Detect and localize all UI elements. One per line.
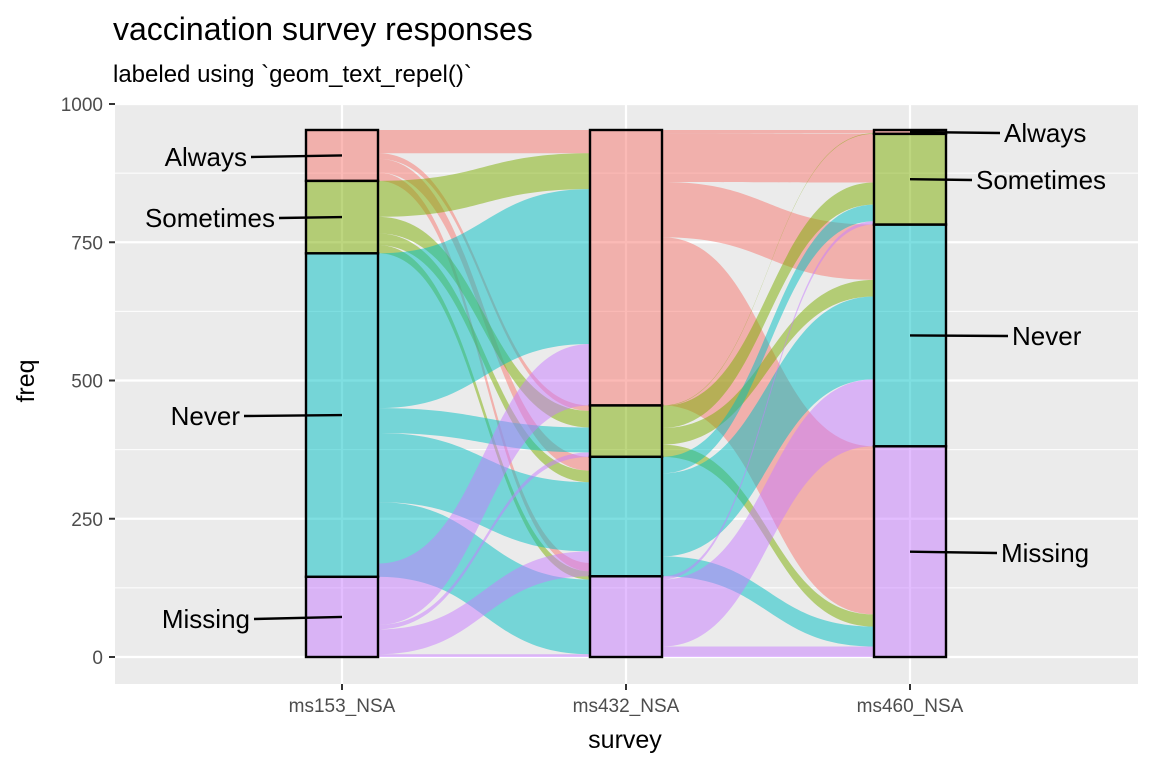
flow-missing-to-missing <box>378 654 590 657</box>
flow-missing-to-missing <box>662 646 874 657</box>
y-tick-label: 250 <box>71 510 103 531</box>
flow-always-to-always <box>662 129 874 134</box>
y-tick-label: 0 <box>92 648 103 669</box>
flow-always-to-never <box>662 181 874 280</box>
flow-sometimes-to-missing <box>378 245 590 580</box>
flow-never-to-never <box>662 296 874 557</box>
x-tick-label: ms432_NSA <box>573 696 680 717</box>
flows <box>378 129 874 657</box>
flow-missing-to-sometimes <box>378 452 590 630</box>
x-tick-label: ms153_NSA <box>289 696 396 717</box>
label-leader-sometimes-right <box>909 178 973 182</box>
stratum-ms432-nsa-always <box>588 128 664 407</box>
label-sometimes-left: Sometimes <box>145 203 275 233</box>
label-leader-sometimes-left <box>278 215 343 220</box>
flow-never-to-sometimes <box>662 204 874 474</box>
flow-missing-to-never <box>378 551 590 655</box>
flow-always-to-always <box>378 129 590 154</box>
label-missing-right: Missing <box>1001 538 1089 568</box>
label-leader-always-left <box>250 154 343 159</box>
label-leader-never-right <box>909 334 1009 338</box>
stratum-labels: Missing Never Sometimes Always Missing Never S… <box>145 118 1106 634</box>
flow-sometimes-to-sometimes <box>662 182 874 429</box>
y-tick-label: 500 <box>71 372 103 393</box>
flow-always-to-sometimes <box>662 133 874 183</box>
stratum-ms432-nsa-sometimes <box>588 404 664 459</box>
chart-title: vaccination survey responses <box>113 11 533 47</box>
flow-missing-to-sometimes <box>662 221 874 580</box>
y-axis-title: freq <box>12 359 40 402</box>
flow-never-to-missing <box>378 502 590 655</box>
label-leader-missing-right <box>909 550 998 555</box>
axes: 0 250 500 750 1000 ms153_NSA ms432_NSA ms460_NS… <box>61 95 964 717</box>
label-never-right: Never <box>1012 321 1082 351</box>
label-sometimes-right: Sometimes <box>976 165 1106 195</box>
chart-subtitle: labeled using `geom_text_repel()` <box>113 61 472 88</box>
flow-missing-to-never <box>662 379 874 647</box>
label-never-left: Never <box>171 401 241 431</box>
flow-sometimes-to-always <box>378 153 590 217</box>
label-leader-always-right <box>909 130 1001 135</box>
flow-never-to-sometimes <box>378 408 590 453</box>
x-tick-label: ms460_NSA <box>857 696 964 717</box>
label-leader-never-left <box>243 413 343 418</box>
label-missing-left: Missing <box>162 604 250 634</box>
flow-sometimes-to-never <box>662 279 874 445</box>
label-always-left: Always <box>165 142 247 172</box>
flow-never-to-always <box>378 189 590 409</box>
label-leader-missing-left <box>253 615 343 621</box>
x-axis-title: survey <box>588 726 662 754</box>
stratum-ms432-nsa-never <box>588 455 664 578</box>
flow-missing-to-always <box>378 344 590 625</box>
y-tick-label: 1000 <box>61 95 103 116</box>
label-always-right: Always <box>1004 118 1086 148</box>
flow-sometimes-to-always <box>662 133 874 406</box>
y-tick-label: 750 <box>71 233 103 254</box>
stratum-ms432-nsa-missing <box>588 575 664 659</box>
